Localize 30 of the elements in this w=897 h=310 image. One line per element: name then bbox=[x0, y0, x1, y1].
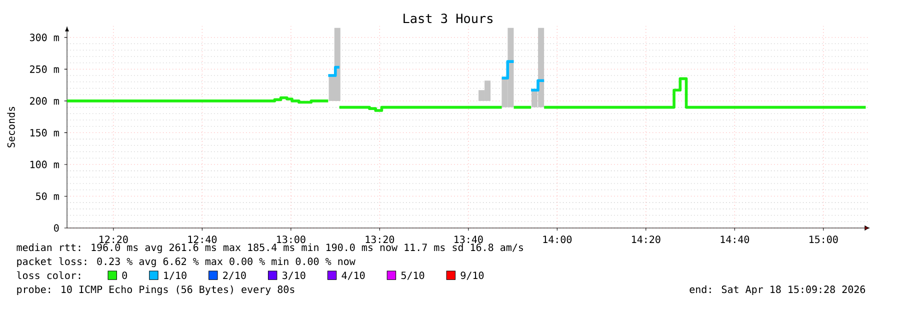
x-tick-label: 13:40 bbox=[454, 236, 483, 244]
legend-label: 5/10 bbox=[401, 272, 424, 280]
x-tick-label: 13:00 bbox=[277, 236, 306, 244]
y-tick-label: 200 m bbox=[30, 97, 59, 105]
text: packet loss: 0.23 % avg 6.62 % max 0.00 % min 0.00 % now bbox=[17, 257, 356, 268]
y-tick-label: 150 m bbox=[30, 128, 59, 136]
x-tick-label: 14:20 bbox=[632, 236, 660, 244]
x-tick-label: 14:00 bbox=[543, 236, 572, 244]
y-tick-label: 250 m bbox=[30, 65, 59, 73]
legend-label: 3/10 bbox=[282, 272, 306, 280]
x-tick-label: 12:20 bbox=[100, 236, 128, 244]
legend-label: 4/10 bbox=[342, 272, 365, 280]
x-tick-label: 14:40 bbox=[720, 236, 750, 244]
legend-title: loss color: bbox=[17, 271, 80, 280]
legend-label: 1/10 bbox=[164, 272, 186, 280]
legend-label: 0 bbox=[122, 272, 127, 280]
y-tick-label: 50 m bbox=[36, 192, 59, 200]
y-tick-label: 300 m bbox=[30, 34, 59, 42]
chart-title: Last 3 Hours bbox=[404, 14, 492, 24]
text: median rtt: 196.0 ms avg 261.6 ms max 185.4 ms min 190.0 ms now 11.7 ms sd 16.8 am/s bbox=[16, 243, 523, 254]
y-axis-title: Seconds bbox=[7, 106, 15, 148]
y-tick-label: 0 bbox=[54, 224, 59, 232]
text: probe: 10 ICMP Echo Pings (56 Bytes) every 80s bbox=[17, 285, 294, 296]
text: end: Sat Apr 18 15:09:28 2026 bbox=[690, 285, 866, 296]
y-tick-label: 100 m bbox=[30, 160, 59, 168]
legend-label: 2/10 bbox=[223, 272, 246, 280]
legend-label: 9/10 bbox=[460, 272, 484, 280]
x-tick-label: 13:20 bbox=[366, 236, 394, 244]
x-tick-label: 12:40 bbox=[188, 236, 217, 244]
x-tick-label: 15:00 bbox=[810, 236, 838, 244]
